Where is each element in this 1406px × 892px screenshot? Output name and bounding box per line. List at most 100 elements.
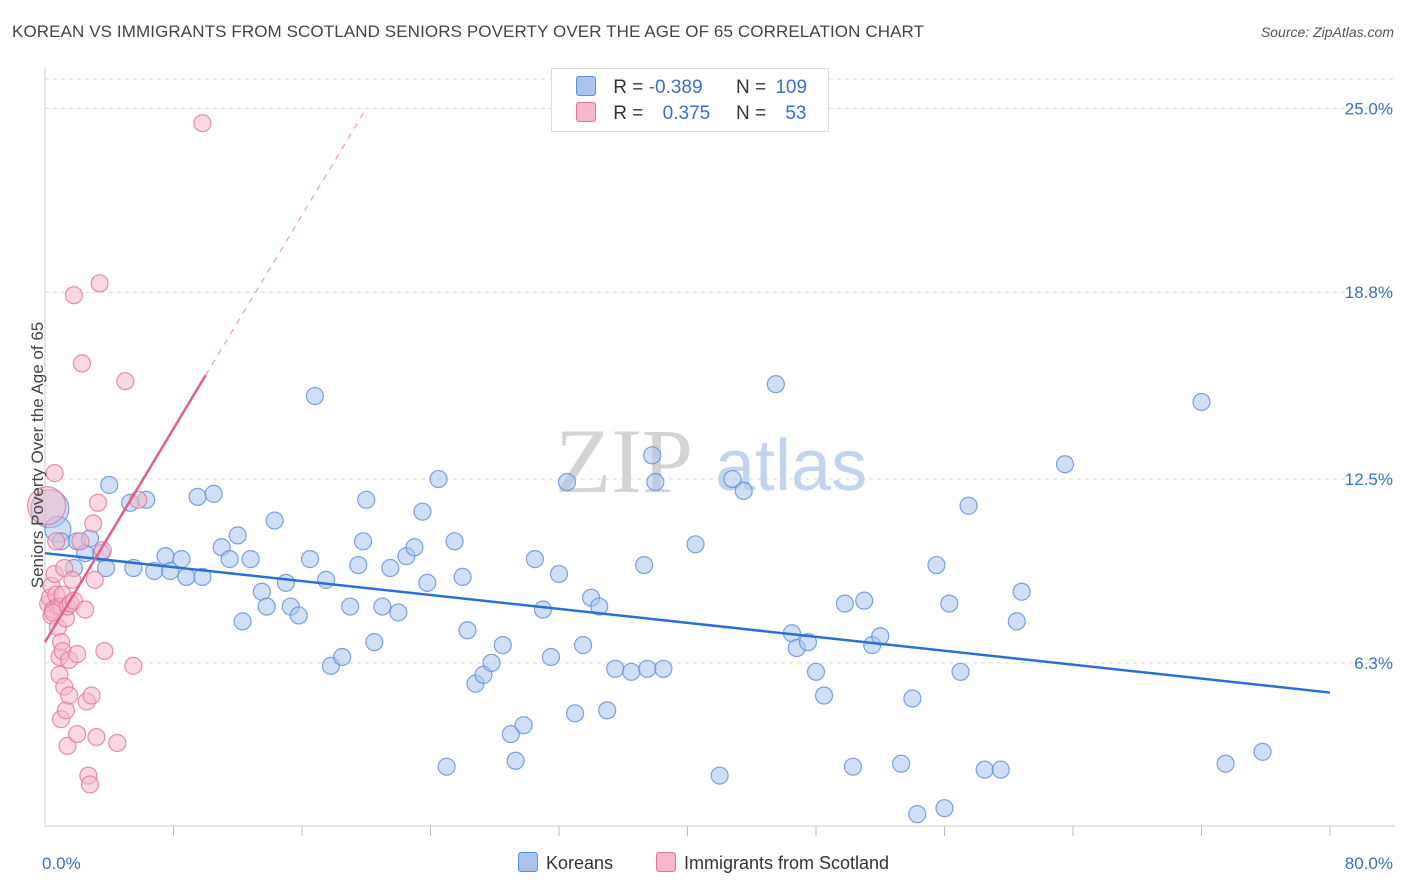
watermark-zip: ZIP (555, 410, 693, 512)
korean-point (525, 550, 545, 569)
korean-point (549, 564, 569, 584)
korean-point (413, 502, 432, 521)
korean-point (606, 659, 625, 678)
koreans-legend-swatch (518, 852, 538, 872)
korean-point (892, 754, 911, 773)
korean-point (835, 594, 855, 613)
korean-point (482, 653, 501, 673)
korean-point (635, 555, 654, 575)
korean-point (418, 573, 437, 592)
korean-point (1012, 582, 1031, 601)
scotland-point (116, 372, 135, 391)
scotland-point (124, 656, 143, 675)
korean-point (541, 647, 561, 667)
korean-point (638, 659, 657, 678)
scotland-point (27, 486, 67, 526)
scotland-point (68, 724, 87, 744)
korean-point (316, 570, 336, 589)
scotland-point (95, 641, 114, 661)
korean-point (1192, 392, 1211, 412)
korean-point (188, 487, 207, 506)
koreans-n-value: 109 (775, 77, 808, 98)
korean-point (493, 636, 512, 655)
korean-point (959, 496, 978, 515)
korean-point (843, 757, 863, 776)
korean-point (557, 472, 577, 492)
korean-point (341, 597, 360, 616)
axes (44, 68, 1395, 836)
korean-point (349, 555, 368, 575)
korean-point (305, 386, 324, 406)
korean-point (453, 567, 472, 587)
scotland-point (47, 532, 66, 551)
scotland-swatch (576, 102, 596, 122)
korean-point (622, 662, 641, 681)
korean-point (940, 594, 959, 613)
scotland-point (58, 736, 77, 756)
korean-point (590, 597, 609, 616)
korean-point (233, 612, 252, 631)
korean-point (193, 567, 212, 587)
korean-point (100, 475, 119, 495)
scotland-point (193, 114, 212, 133)
korean-point (1253, 742, 1272, 761)
korean-point (365, 633, 384, 652)
scotland-point (87, 727, 106, 747)
korean-point (908, 805, 927, 824)
scotland-point (68, 644, 87, 664)
source-label: Source: ZipAtlas.com (1260, 24, 1394, 40)
koreans-trend-line (44, 551, 1331, 694)
korean-point (710, 766, 729, 785)
koreans-legend-label: Koreans (546, 853, 614, 873)
chart-title: KOREAN VS IMMIGRANTS FROM SCOTLAND SENIO… (12, 22, 925, 41)
korean-point (646, 472, 665, 492)
korean-point (437, 757, 456, 776)
korean-point (389, 603, 408, 622)
scotland-point (84, 514, 103, 533)
korean-point (598, 701, 617, 720)
korean-point (381, 558, 400, 578)
legend-row-scotland: R = 0.375 N = 53 (576, 102, 806, 128)
scotland-point (82, 686, 101, 705)
scotland-point (108, 733, 127, 753)
korean-point (798, 633, 818, 652)
scotland-point (129, 490, 148, 509)
scotland-n-value: 53 (785, 103, 807, 124)
korean-point (289, 606, 308, 625)
korean-point (506, 751, 525, 770)
korean-point (429, 469, 448, 489)
scotland-point (59, 686, 79, 705)
korean-point (300, 550, 320, 569)
scotland-point (56, 701, 75, 720)
korean-point (177, 567, 196, 587)
scotland-point (45, 464, 64, 483)
korean-point (565, 704, 585, 723)
korean-point (172, 550, 191, 569)
korean-point (514, 716, 533, 735)
scotland-point (63, 570, 82, 589)
x-tick-label: 0.0% (42, 854, 81, 873)
korean-point (903, 689, 922, 708)
korean-point (228, 526, 247, 545)
scotland-r-label: R = (613, 103, 644, 124)
scotland-legend-swatch (656, 852, 676, 872)
korean-point (353, 532, 373, 551)
scotland-trend-line (43, 374, 207, 643)
scotland-point (64, 286, 84, 305)
korean-point (265, 511, 284, 530)
scotland-r-value: 0.375 (662, 103, 711, 124)
korean-point (257, 597, 276, 616)
korean-point (241, 550, 260, 569)
korean-point (643, 446, 662, 465)
scotland-trend-extension (205, 108, 367, 376)
korean-point (276, 573, 296, 592)
korean-point (766, 375, 785, 394)
korean-point (991, 760, 1010, 779)
korean-point (855, 591, 874, 610)
scatter-points (27, 114, 1272, 824)
koreans-r-value: -0.389 (648, 77, 703, 98)
korean-point (654, 659, 673, 678)
korean-point (405, 538, 424, 557)
korean-point (1216, 754, 1235, 773)
